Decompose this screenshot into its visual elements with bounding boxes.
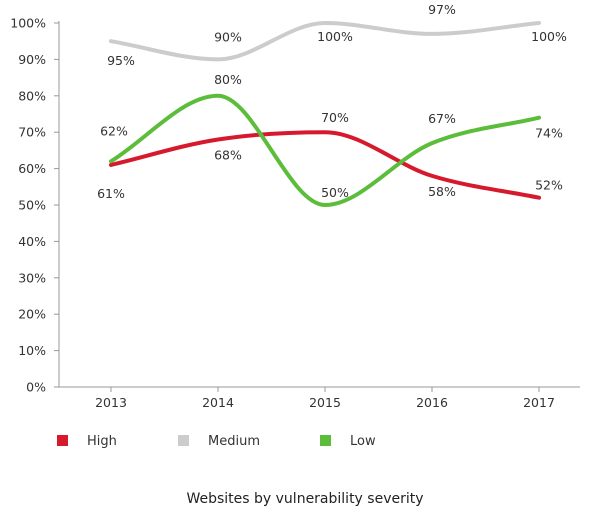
data-label-high: 52% <box>535 178 563 193</box>
data-labels: 61% 68% 70% 58% 52% 95% 90% 100% 97% 100% 62% 80% 50… <box>97 2 567 201</box>
series-line-medium <box>109 21 541 62</box>
y-tick-label: 50% <box>18 198 46 213</box>
axes <box>58 21 580 388</box>
legend-swatch-high <box>57 435 68 446</box>
y-tick-label: 60% <box>18 161 46 176</box>
data-label-medium: 97% <box>428 2 456 17</box>
series-lines <box>109 21 541 207</box>
y-tick-label: 40% <box>18 234 46 249</box>
x-tick-label: 2015 <box>309 395 341 410</box>
legend-label-high: High <box>87 434 117 449</box>
data-label-medium: 100% <box>317 29 353 44</box>
data-label-low: 50% <box>321 185 349 200</box>
x-tick-label: 2016 <box>416 395 448 410</box>
data-label-high: 70% <box>321 110 349 125</box>
y-tick-label: 0% <box>26 380 46 395</box>
data-label-high: 68% <box>214 147 242 162</box>
data-label-low: 74% <box>535 126 563 141</box>
legend-swatch-medium <box>178 435 189 446</box>
chart-title: Websites by vulnerability severity <box>186 491 423 507</box>
data-label-high: 58% <box>428 184 456 199</box>
x-tick-label: 2014 <box>202 395 234 410</box>
legend-label-low: Low <box>350 434 376 449</box>
y-tick-label: 30% <box>18 270 46 285</box>
x-tick-label: 2017 <box>523 395 555 410</box>
data-label-medium: 100% <box>531 29 567 44</box>
series-line-low <box>109 93 541 207</box>
y-tick-label: 80% <box>18 88 46 103</box>
data-label-high: 61% <box>97 186 125 201</box>
y-axis-ticks: 0% 10% 20% 30% 40% 50% 60% 70% 80% 90% 100% <box>10 16 59 395</box>
legend-label-medium: Medium <box>208 434 260 449</box>
y-tick-label: 10% <box>18 343 46 358</box>
y-tick-label: 100% <box>10 16 46 31</box>
data-label-low: 62% <box>100 123 128 138</box>
x-axis-ticks: 2013 2014 2015 2016 2017 <box>95 387 555 410</box>
series-line-high <box>109 130 541 200</box>
data-label-low: 67% <box>428 111 456 126</box>
x-tick-label: 2013 <box>95 395 127 410</box>
y-tick-label: 70% <box>18 125 46 140</box>
y-tick-label: 90% <box>18 52 46 67</box>
data-label-low: 80% <box>214 72 242 87</box>
y-tick-label: 20% <box>18 307 46 322</box>
data-label-medium: 90% <box>214 29 242 44</box>
legend-swatch-low <box>320 435 331 446</box>
legend: High Medium Low <box>57 434 376 449</box>
data-label-medium: 95% <box>107 53 135 68</box>
